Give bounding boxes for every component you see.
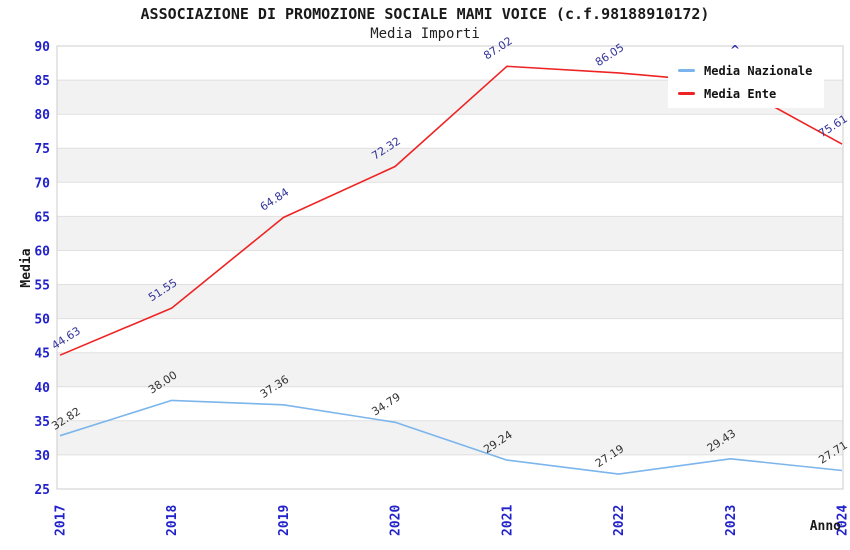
- y-axis-title: Media: [19, 248, 34, 287]
- y-tick-label: 45: [34, 347, 50, 362]
- series-line-media-nazionale: [59, 399, 843, 475]
- chart-subtitle: Media Importi: [370, 26, 480, 42]
- chart-title: ASSOCIAZIONE DI PROMOZIONE SOCIALE MAMI …: [140, 5, 710, 23]
- svg-text:2019: 2019: [277, 505, 292, 536]
- x-tick-label: 2017: [54, 505, 69, 536]
- media-nazionale-line-marker-icon: [678, 69, 695, 72]
- svg-text:75.61: 75.61: [816, 112, 849, 140]
- y-tick-label: 65: [34, 210, 50, 225]
- x-tick-label: 2024: [836, 505, 850, 536]
- y-tick-label: 90: [34, 40, 50, 55]
- x-tick-label: 2021: [500, 505, 515, 536]
- grid-band: [57, 284, 843, 319]
- svg-text:2018: 2018: [165, 505, 180, 536]
- y-tick-label: 75: [34, 142, 50, 157]
- x-axis-title: Anno: [810, 519, 841, 534]
- plot-border: [56, 45, 844, 490]
- x-tick-label: 2019: [277, 505, 292, 536]
- legend-item-media-nazionale: Media Nazionale: [678, 61, 812, 80]
- y-tick-label: 50: [34, 313, 50, 328]
- legend: Media Nazionale Media Ente: [668, 56, 825, 108]
- svg-text:2017: 2017: [54, 505, 69, 536]
- svg-text:2022: 2022: [612, 505, 627, 536]
- y-tick-label: 30: [34, 449, 50, 464]
- svg-text:Media: Media: [19, 248, 34, 287]
- grid-band: [57, 420, 843, 455]
- svg-text:2024: 2024: [836, 505, 850, 536]
- svg-text:2020: 2020: [389, 505, 404, 536]
- obscured-data-label-tip: ^: [730, 43, 741, 57]
- svg-text:87.02: 87.02: [481, 34, 514, 62]
- x-tick-label: 2020: [389, 505, 404, 536]
- x-tick-label: 2018: [165, 505, 180, 536]
- y-tick-label: 55: [34, 279, 50, 294]
- svg-text:34.79: 34.79: [369, 390, 402, 418]
- y-tick-label: 85: [34, 74, 50, 89]
- svg-text:2021: 2021: [500, 505, 515, 536]
- media-ente-line-marker-icon: [678, 92, 695, 95]
- y-tick-label: 60: [34, 245, 50, 260]
- grid-band: [57, 148, 843, 183]
- legend-label: Media Nazionale: [704, 63, 813, 78]
- y-tick-label: 70: [34, 176, 50, 191]
- legend-label: Media Ente: [704, 86, 777, 101]
- y-tick-label: 40: [34, 381, 50, 396]
- y-tick-label: 35: [34, 415, 50, 430]
- grid-band: [57, 216, 843, 251]
- data-label: 75.61: [816, 112, 849, 140]
- data-label: 86.05: [593, 41, 626, 69]
- x-tick-label: 2023: [724, 505, 739, 536]
- y-tick-label: 80: [34, 108, 50, 123]
- svg-text:86.05: 86.05: [593, 41, 626, 69]
- y-tick-label: 25: [34, 483, 50, 498]
- data-label: 87.02: [481, 34, 514, 62]
- svg-text:2023: 2023: [724, 505, 739, 536]
- data-label: 64.84: [258, 186, 291, 214]
- grid-band: [57, 352, 843, 387]
- data-label: 34.79: [369, 390, 402, 418]
- x-tick-label: 2022: [612, 505, 627, 536]
- legend-item-media-ente: Media Ente: [678, 84, 812, 103]
- svg-text:64.84: 64.84: [258, 186, 291, 214]
